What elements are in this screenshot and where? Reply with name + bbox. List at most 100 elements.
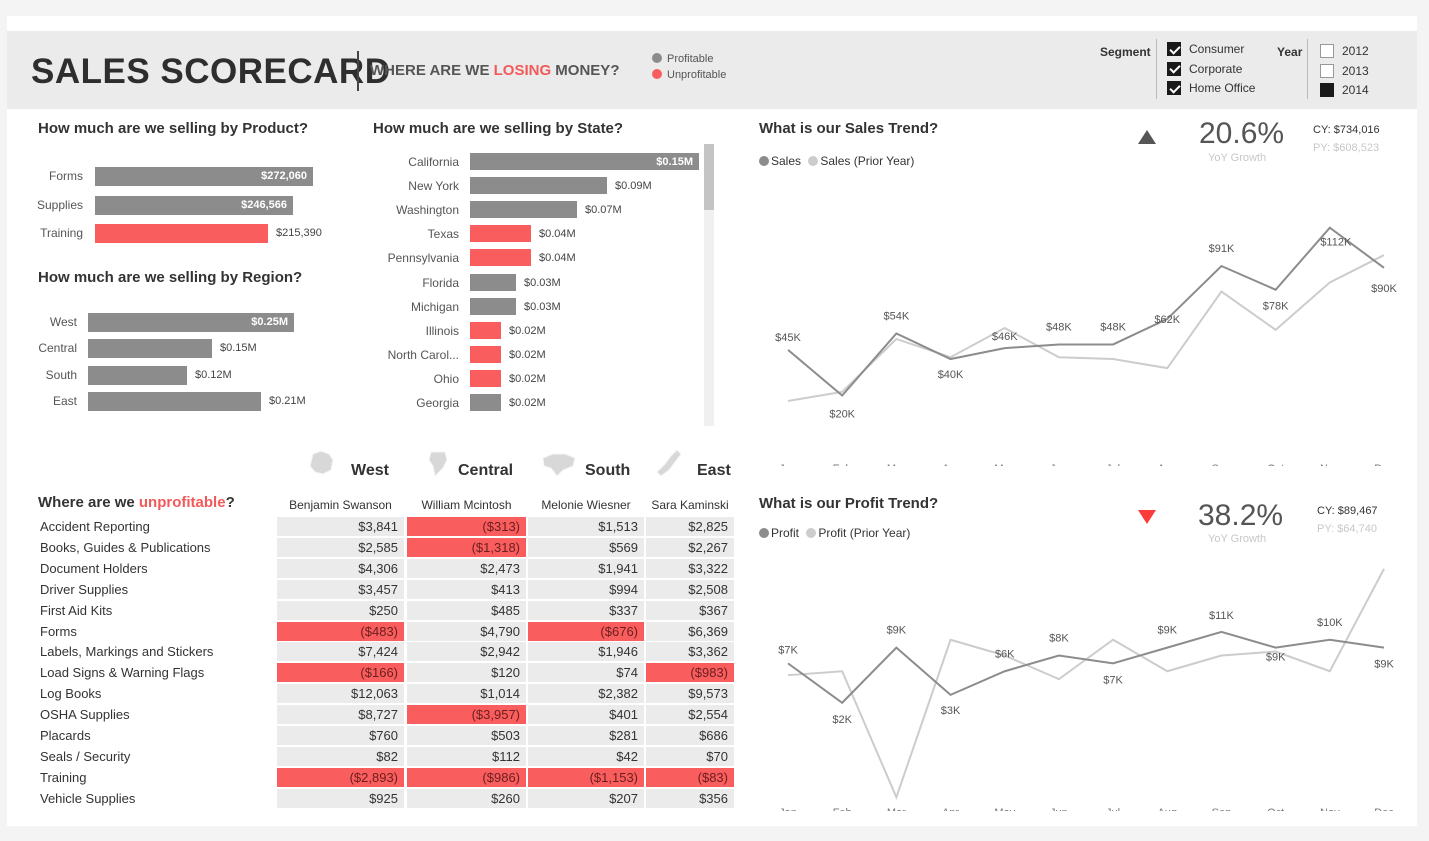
cell-books-guides-publications-west[interactable]: $2,585 bbox=[277, 537, 404, 557]
checkbox-checked-icon[interactable] bbox=[1167, 81, 1181, 95]
cell-load-signs-warning-flags-central[interactable]: $120 bbox=[407, 663, 526, 683]
checkbox-checked-icon[interactable] bbox=[1167, 42, 1181, 56]
cell-labels-markings-and-stickers-south[interactable]: $1,946 bbox=[528, 642, 644, 662]
cell-first-aid-kits-east[interactable]: $367 bbox=[646, 600, 734, 620]
cell-vehicle-supplies-east[interactable]: $356 bbox=[646, 788, 734, 808]
cell-log-books-south[interactable]: $2,382 bbox=[528, 684, 644, 704]
cell-first-aid-kits-south[interactable]: $337 bbox=[528, 600, 644, 620]
region-header-west: West bbox=[351, 462, 389, 479]
cell-osha-supplies-west[interactable]: $8,727 bbox=[277, 705, 404, 725]
cell-accident-reporting-west[interactable]: $3,841 bbox=[277, 517, 404, 536]
cell-driver-supplies-west[interactable]: $3,457 bbox=[277, 579, 404, 599]
cell-placards-south[interactable]: $281 bbox=[528, 726, 644, 745]
cell-forms-west[interactable]: ($483) bbox=[277, 621, 404, 641]
state-scrollbar-track[interactable] bbox=[704, 144, 714, 426]
cell-forms-south[interactable]: ($676) bbox=[528, 621, 644, 641]
product-bar-supplies[interactable] bbox=[95, 195, 293, 215]
cell-log-books-west[interactable]: $12,063 bbox=[277, 684, 404, 704]
x-tick-oct: Oct bbox=[1267, 807, 1284, 811]
cell-document-holders-west[interactable]: $4,306 bbox=[277, 558, 404, 578]
cell-vehicle-supplies-central[interactable]: $260 bbox=[407, 788, 526, 808]
product-bar-forms[interactable] bbox=[95, 167, 313, 186]
cell-seals-security-west[interactable]: $82 bbox=[277, 746, 404, 766]
state-bar-florida[interactable] bbox=[470, 273, 516, 291]
region-manager-south: Melonie Wiesner bbox=[541, 498, 631, 512]
state-bar-new-york[interactable] bbox=[470, 177, 607, 195]
cell-first-aid-kits-west[interactable]: $250 bbox=[277, 600, 404, 620]
legend-profitable: Profitable bbox=[652, 53, 726, 65]
product-bar-training[interactable] bbox=[95, 224, 268, 243]
cell-document-holders-south[interactable]: $1,941 bbox=[528, 558, 644, 578]
sales-yoy-kpi: 20.6% bbox=[1199, 117, 1285, 150]
region-section-title: How much are we selling by Region? bbox=[38, 269, 303, 286]
region-label-south: South bbox=[45, 367, 77, 382]
cell-osha-supplies-central[interactable]: ($3,957) bbox=[407, 705, 526, 725]
cell-accident-reporting-south[interactable]: $1,513 bbox=[528, 517, 644, 536]
state-bar-north-carol[interactable] bbox=[470, 345, 501, 363]
legend-sales-label: Sales bbox=[771, 154, 802, 168]
cell-training-east[interactable]: ($83) bbox=[646, 767, 734, 787]
west-region-map-icon bbox=[309, 450, 334, 475]
state-bar-california[interactable] bbox=[470, 153, 699, 170]
state-bar-pennsylvania[interactable] bbox=[470, 249, 531, 267]
cell-books-guides-publications-east[interactable]: $2,267 bbox=[646, 537, 734, 557]
checkbox-filled-icon[interactable] bbox=[1320, 83, 1334, 97]
checkbox-empty-icon[interactable] bbox=[1320, 44, 1334, 58]
state-scrollbar-thumb[interactable] bbox=[704, 144, 714, 210]
region-bar-central[interactable] bbox=[88, 339, 212, 359]
cell-document-holders-central[interactable]: $2,473 bbox=[407, 558, 526, 578]
state-bar-washington[interactable] bbox=[470, 201, 577, 219]
cell-driver-supplies-east[interactable]: $2,508 bbox=[646, 579, 734, 599]
cell-load-signs-warning-flags-west[interactable]: ($166) bbox=[277, 663, 404, 683]
cell-seals-security-central[interactable]: $112 bbox=[407, 746, 526, 766]
cell-vehicle-supplies-west[interactable]: $925 bbox=[277, 788, 404, 808]
state-bar-ohio[interactable] bbox=[470, 369, 501, 387]
cell-training-west[interactable]: ($2,893) bbox=[277, 767, 404, 787]
checkbox-checked-icon[interactable] bbox=[1167, 61, 1181, 76]
cell-placards-west[interactable]: $760 bbox=[277, 726, 404, 745]
cell-document-holders-east[interactable]: $3,322 bbox=[646, 558, 734, 578]
year-option-label: 2014 bbox=[1342, 83, 1369, 97]
cell-books-guides-publications-central[interactable]: ($1,318) bbox=[407, 537, 526, 557]
state-bar-illinois[interactable] bbox=[470, 321, 501, 339]
state-bar-texas[interactable] bbox=[470, 225, 531, 243]
year-option-2014[interactable]: 2014 bbox=[1320, 83, 1369, 103]
state-bar-michigan[interactable] bbox=[470, 297, 516, 315]
region-bar-east[interactable] bbox=[88, 391, 261, 411]
cell-placards-east[interactable]: $686 bbox=[646, 726, 734, 745]
cell-books-guides-publications-south[interactable]: $569 bbox=[528, 537, 644, 557]
year-option-2013[interactable]: 2013 bbox=[1320, 63, 1369, 84]
cell-first-aid-kits-central[interactable]: $485 bbox=[407, 600, 526, 620]
cell-forms-east[interactable]: $6,369 bbox=[646, 621, 734, 641]
subtitle-pre: WHERE ARE WE bbox=[370, 62, 494, 79]
state-bar-georgia[interactable] bbox=[470, 394, 501, 411]
cell-vehicle-supplies-south[interactable]: $207 bbox=[528, 788, 644, 808]
cell-driver-supplies-central[interactable]: $413 bbox=[407, 579, 526, 599]
cell-accident-reporting-central[interactable]: ($313) bbox=[407, 517, 526, 536]
cell-labels-markings-and-stickers-west[interactable]: $7,424 bbox=[277, 642, 404, 662]
cell-seals-security-south[interactable]: $42 bbox=[528, 746, 644, 766]
cell-seals-security-east[interactable]: $70 bbox=[646, 746, 734, 766]
cell-labels-markings-and-stickers-central[interactable]: $2,942 bbox=[407, 642, 526, 662]
region-bar-west[interactable] bbox=[88, 313, 294, 332]
region-bar-south[interactable] bbox=[88, 365, 187, 385]
cell-log-books-central[interactable]: $1,014 bbox=[407, 684, 526, 704]
cell-labels-markings-and-stickers-east[interactable]: $3,362 bbox=[646, 642, 734, 662]
cell-forms-central[interactable]: $4,790 bbox=[407, 621, 526, 641]
cell-driver-supplies-south[interactable]: $994 bbox=[528, 579, 644, 599]
cell-osha-supplies-east[interactable]: $2,554 bbox=[646, 705, 734, 725]
cell-accident-reporting-east[interactable]: $2,825 bbox=[646, 517, 734, 536]
cell-osha-supplies-south[interactable]: $401 bbox=[528, 705, 644, 725]
cell-placards-central[interactable]: $503 bbox=[407, 726, 526, 745]
x-tick-jun: Jun bbox=[1050, 807, 1068, 811]
cell-load-signs-warning-flags-south[interactable]: $74 bbox=[528, 663, 644, 683]
checkbox-empty-icon[interactable] bbox=[1320, 63, 1334, 78]
segment-option-consumer[interactable]: Consumer bbox=[1167, 42, 1255, 62]
year-option-2012[interactable]: 2012 bbox=[1320, 44, 1369, 64]
cell-training-central[interactable]: ($986) bbox=[407, 767, 526, 787]
cell-load-signs-warning-flags-east[interactable]: ($983) bbox=[646, 663, 734, 683]
segment-option-corporate[interactable]: Corporate bbox=[1167, 61, 1255, 82]
segment-option-home-office[interactable]: Home Office bbox=[1167, 81, 1255, 101]
cell-training-south[interactable]: ($1,153) bbox=[528, 767, 644, 787]
cell-log-books-east[interactable]: $9,573 bbox=[646, 684, 734, 704]
